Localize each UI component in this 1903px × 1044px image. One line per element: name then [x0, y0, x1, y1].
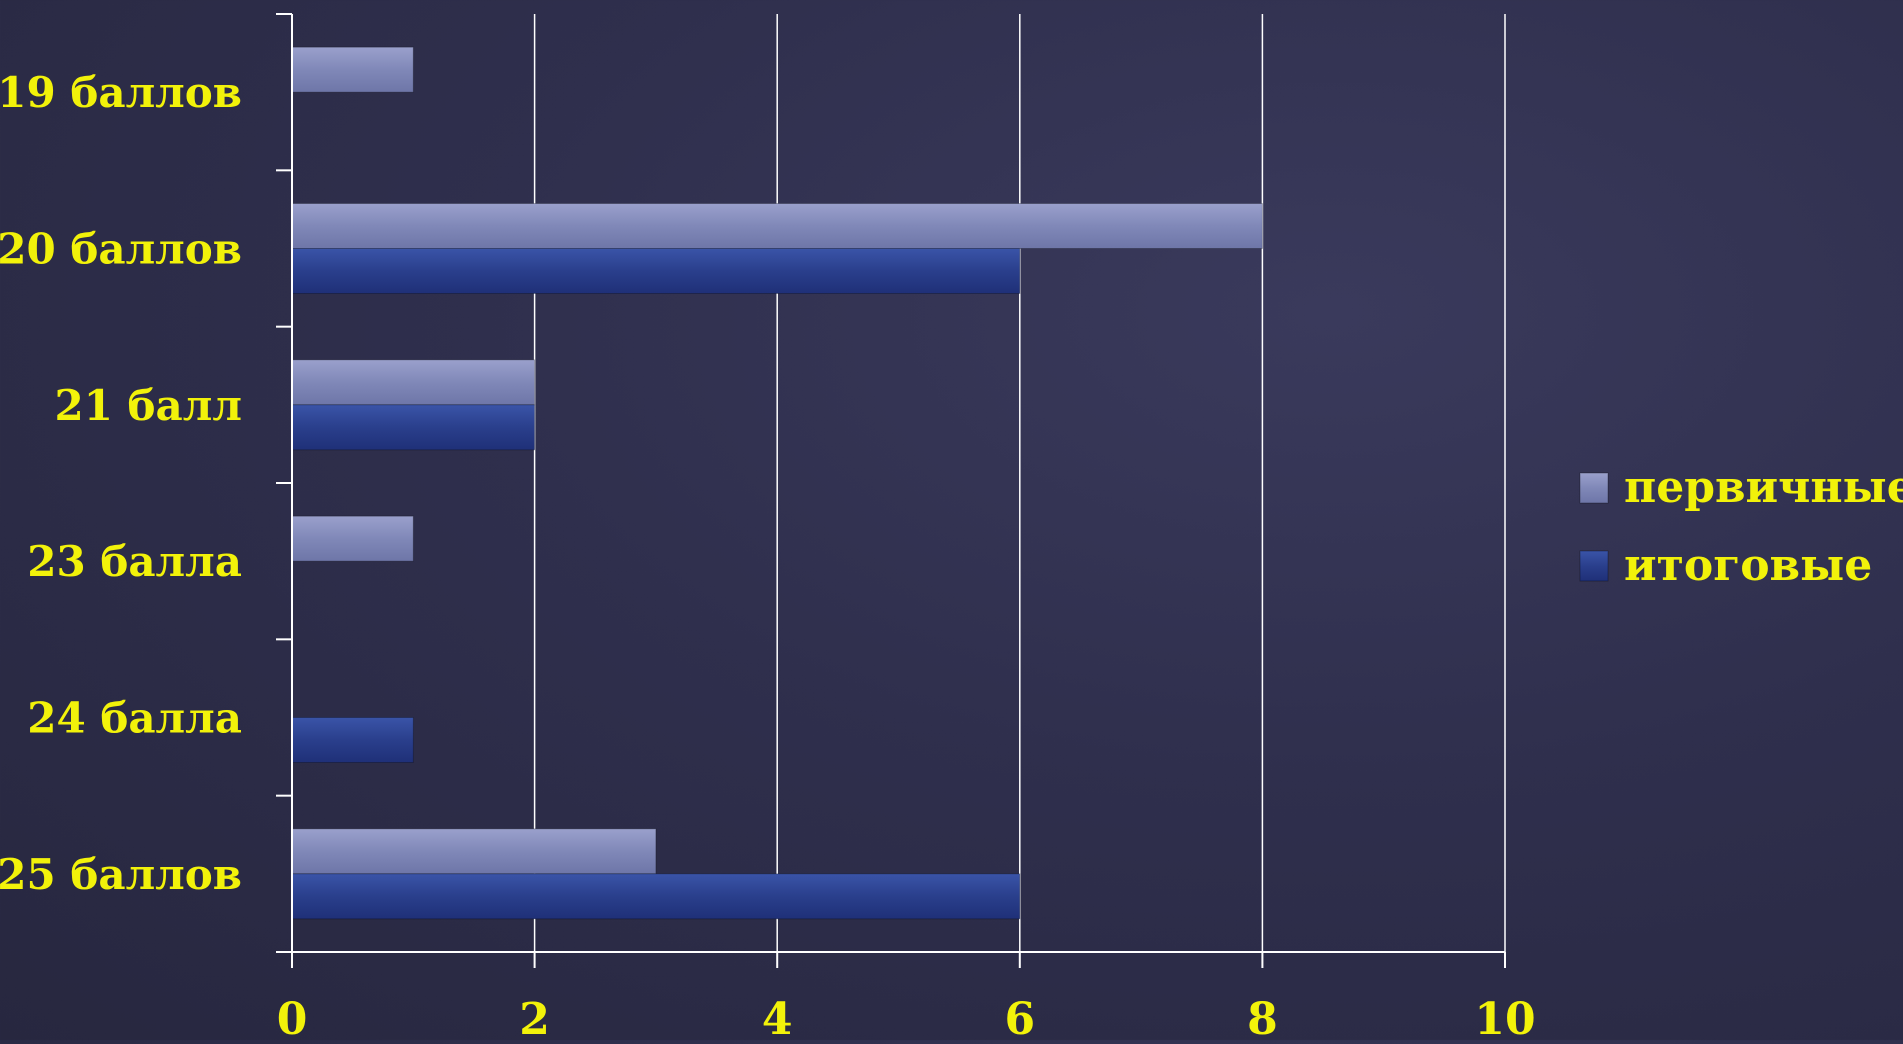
- legend-swatch: [1579, 472, 1609, 504]
- legend-swatch: [1579, 550, 1609, 582]
- bar-primary: [291, 359, 536, 406]
- legend-label: первичные: [1624, 462, 1903, 513]
- x-tick-label: 0: [277, 994, 308, 1040]
- x-tick-label: 8: [1247, 994, 1278, 1040]
- y-category-label: 25 баллов: [0, 850, 242, 899]
- legend: первичные итоговые: [1579, 462, 1903, 591]
- bar-final: [291, 404, 536, 451]
- legend-label: итоговые: [1624, 540, 1872, 591]
- y-category-label: 21 балл: [54, 381, 242, 430]
- y-category-label: 23 балла: [27, 537, 242, 586]
- bar-final: [291, 873, 1021, 920]
- axes: [276, 13, 1506, 968]
- bar-primary: [291, 828, 657, 875]
- y-category-label: 19 баллов: [0, 68, 242, 117]
- y-category-label: 20 баллов: [0, 225, 242, 274]
- bar-primary: [291, 46, 414, 93]
- axis-labels: 0 2 4 6 8 10 19 баллов 20 баллов 21 балл 23 балла…: [0, 68, 1536, 1044]
- x-tick-label: 2: [519, 994, 550, 1040]
- bar-primary: [291, 515, 414, 562]
- x-tick-label: 4: [762, 994, 793, 1040]
- y-category-label: 24 балла: [27, 694, 242, 743]
- x-tick-label: 10: [1474, 994, 1535, 1040]
- gridlines: [533, 14, 1506, 952]
- x-tick-label: 6: [1004, 994, 1035, 1040]
- bar-primary: [291, 203, 1263, 249]
- bar-final: [291, 248, 1021, 294]
- bar-final: [291, 717, 414, 763]
